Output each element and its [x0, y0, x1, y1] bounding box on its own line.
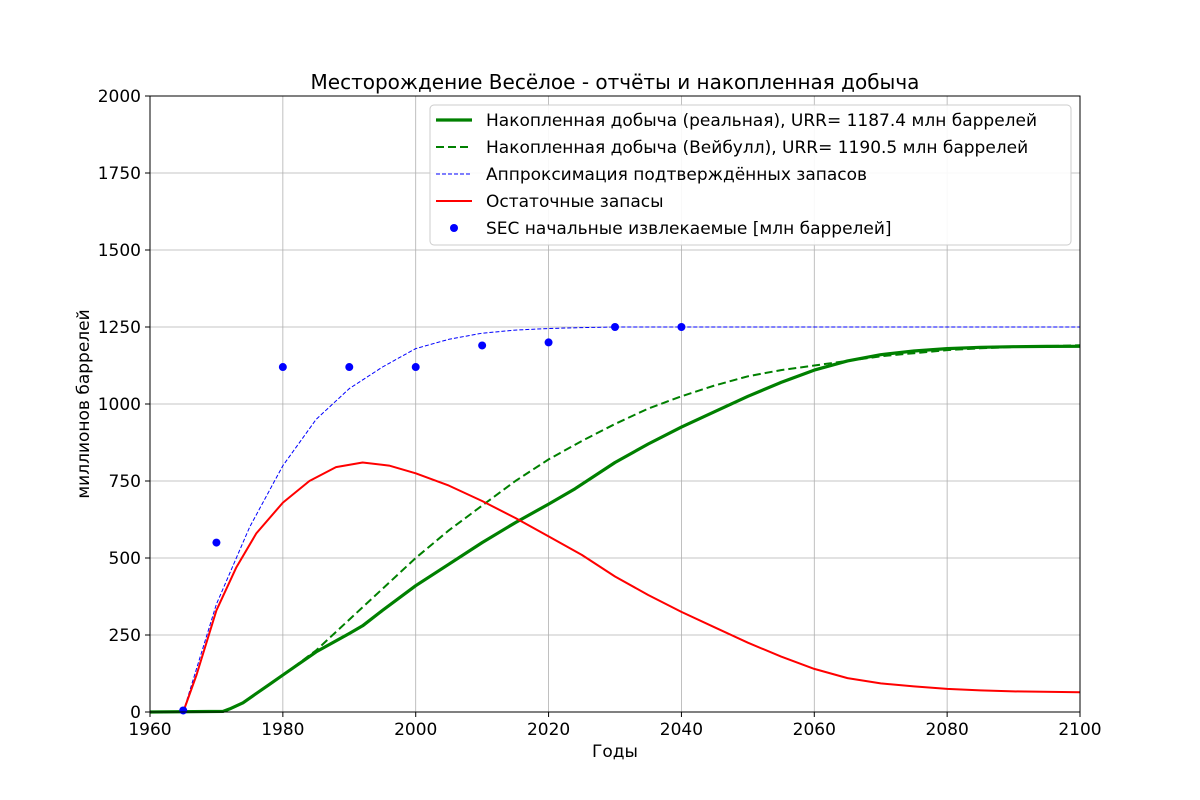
legend-box	[429, 104, 1072, 246]
data-point	[345, 363, 354, 372]
y-tick-label: 500	[109, 549, 141, 569]
y-tick-label: 250	[109, 626, 141, 646]
x-axis-label: Годы	[592, 742, 638, 762]
ticks: 1960 1980 2000 2020 2040 2060 2080 2100 0 250 500 7…	[98, 87, 1102, 740]
legend-label: Накопленная добыча (реальная), URR= 1187…	[486, 111, 1037, 131]
data-point	[611, 323, 619, 331]
legend-label: SEC начальные извлекаемые [млн баррелей]	[486, 219, 892, 239]
x-tick-label: 2060	[793, 720, 836, 740]
y-tick-label: 1750	[98, 164, 141, 184]
series-line-3	[182, 326, 1080, 713]
series-layer	[149, 323, 1081, 715]
data-point	[411, 363, 420, 372]
x-tick-label: 1980	[261, 720, 304, 740]
legend-label: Остаточные запасы	[486, 192, 664, 212]
legend: Накопленная добыча (реальная), URR= 1187…	[429, 104, 1072, 246]
series-line-2	[149, 344, 1081, 713]
data-point	[544, 338, 553, 347]
y-tick-label: 2000	[98, 87, 141, 107]
data-point	[212, 538, 221, 547]
x-tick-label: 2100	[1058, 720, 1101, 740]
x-tick-label: 2040	[660, 720, 703, 740]
data-point	[677, 323, 686, 331]
y-axis-label: миллионов баррелей	[74, 309, 94, 498]
x-tick-label: 2080	[926, 720, 969, 740]
data-point	[179, 706, 188, 715]
x-tick-label: 2020	[527, 720, 570, 740]
legend-label: Аппроксимация подтверждённых запасов	[486, 165, 867, 185]
y-tick-label: 1500	[98, 241, 141, 261]
x-tick-label: 2000	[394, 720, 437, 740]
x-tick-label: 1960	[128, 720, 171, 740]
legend-label: Накопленная добыча (Вейбулл), URR= 1190.…	[486, 138, 1028, 158]
chart-title: Месторождение Весёлое - отчёты и накопле…	[311, 70, 920, 94]
y-tick-label: 750	[109, 472, 141, 492]
data-point	[478, 341, 487, 350]
y-tick-label: 1250	[98, 318, 141, 338]
series-line-4	[182, 461, 1081, 713]
y-tick-label: 0	[130, 703, 141, 723]
legend-marker	[450, 224, 458, 232]
y-tick-label: 1000	[98, 395, 141, 415]
data-point	[278, 363, 287, 372]
series-line-1	[149, 344, 1081, 714]
